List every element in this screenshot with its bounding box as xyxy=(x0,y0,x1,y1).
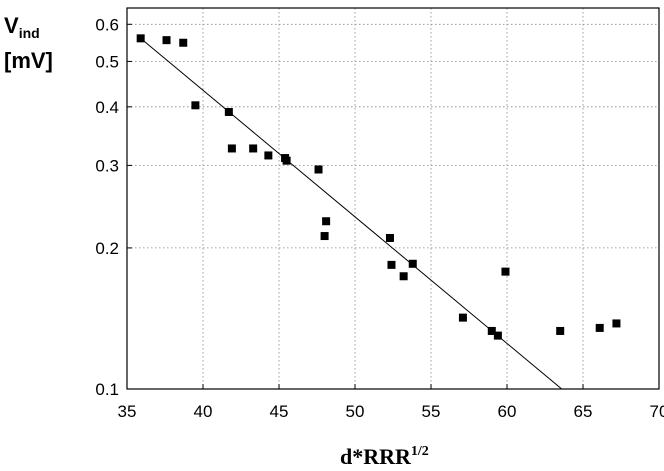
data-point xyxy=(501,267,510,276)
x-tick-label: 55 xyxy=(422,402,441,421)
data-point xyxy=(249,144,258,153)
data-point xyxy=(314,165,323,174)
data-points xyxy=(136,34,621,340)
data-point xyxy=(487,326,496,335)
x-tick-labels: 35 40 45 50 55 60 65 70 xyxy=(118,402,664,421)
x-tick-label: 65 xyxy=(574,402,593,421)
data-point xyxy=(179,38,188,47)
data-point xyxy=(227,144,236,153)
data-point xyxy=(322,217,331,226)
data-point xyxy=(136,34,145,43)
data-point xyxy=(224,107,233,116)
data-point xyxy=(162,36,171,45)
y-tick-label: 0.4 xyxy=(95,98,119,117)
y-tick-label: 0.5 xyxy=(95,52,119,71)
axis-ticks xyxy=(126,23,660,390)
y-tick-label: 0.2 xyxy=(95,239,119,258)
data-point xyxy=(191,101,200,110)
data-point xyxy=(264,151,273,160)
data-point xyxy=(595,323,604,332)
y-axis-label: Vind xyxy=(4,13,40,41)
x-tick-label: 35 xyxy=(118,402,137,421)
x-tick-label: 60 xyxy=(498,402,517,421)
y-tick-labels: 0.1 0.2 0.3 0.4 0.5 0.6 xyxy=(95,15,119,399)
grid-lines xyxy=(127,8,659,389)
y-tick-label: 0.1 xyxy=(95,380,119,399)
x-axis-label-superscript: 1/2 xyxy=(411,444,429,459)
data-point xyxy=(556,326,565,335)
data-point xyxy=(408,259,417,268)
x-axis-label: d*RRR1/2 xyxy=(340,444,429,469)
x-tick-label: 50 xyxy=(346,402,365,421)
data-point xyxy=(387,260,396,269)
data-point xyxy=(282,156,291,165)
y-tick-label: 0.6 xyxy=(95,15,119,34)
x-tick-label: 45 xyxy=(270,402,289,421)
data-point xyxy=(612,319,621,328)
data-point xyxy=(458,313,467,322)
x-tick-label: 70 xyxy=(650,402,664,421)
data-point xyxy=(493,331,502,340)
data-point xyxy=(399,272,408,281)
plot-frame xyxy=(126,7,660,390)
y-axis-label-subscript: ind xyxy=(19,25,40,41)
y-tick-label: 0.3 xyxy=(95,156,119,175)
y-axis-unit: [mV] xyxy=(4,48,53,73)
data-point xyxy=(385,233,394,242)
data-point xyxy=(320,232,329,241)
x-tick-label: 40 xyxy=(194,402,213,421)
